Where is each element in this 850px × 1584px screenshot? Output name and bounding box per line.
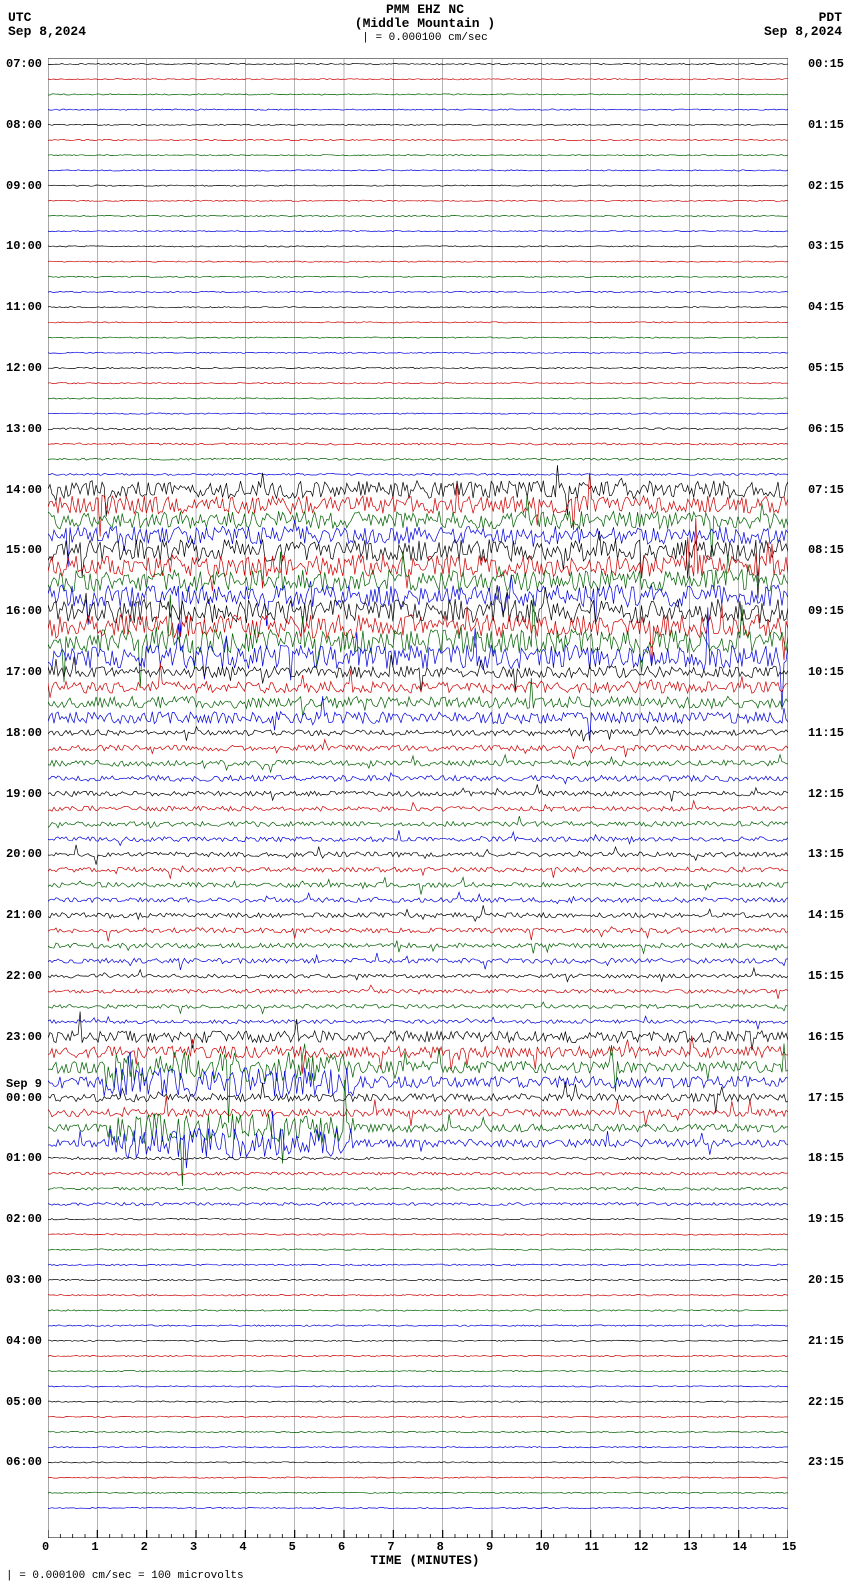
x-axis-label: TIME (MINUTES) [0, 1553, 850, 1568]
seismogram-container: PMM EHZ NC (Middle Mountain ) | = 0.0001… [0, 0, 850, 1584]
x-tick-label: 5 [289, 1540, 296, 1554]
x-tick-label: 6 [338, 1540, 345, 1554]
pdt-hour-label: 17:15 [808, 1091, 844, 1105]
pdt-hour-label: 00:15 [808, 57, 844, 71]
pdt-hour-label: 07:15 [808, 483, 844, 497]
pdt-hour-label: 15:15 [808, 969, 844, 983]
x-tick-label: 10 [535, 1540, 549, 1554]
utc-hour-label: 05:00 [6, 1395, 42, 1409]
utc-hour-label: 16:00 [6, 604, 42, 618]
pdt-hour-label: 03:15 [808, 239, 844, 253]
utc-hour-label: 03:00 [6, 1273, 42, 1287]
utc-hour-label: 21:00 [6, 908, 42, 922]
x-tick-label: 15 [782, 1540, 796, 1554]
pdt-hour-label: 10:15 [808, 665, 844, 679]
timezone-left: UTC [8, 10, 31, 25]
pdt-hour-label: 19:15 [808, 1212, 844, 1226]
utc-hour-label: 11:00 [6, 300, 42, 314]
utc-hour-label: 09:00 [6, 179, 42, 193]
x-tick-label: 3 [190, 1540, 197, 1554]
utc-hour-label: 07:00 [6, 57, 42, 71]
x-tick-label: 7 [387, 1540, 394, 1554]
pdt-hour-label: 08:15 [808, 543, 844, 557]
utc-hour-label: 13:00 [6, 422, 42, 436]
utc-hour-label: 01:00 [6, 1151, 42, 1165]
x-tick-label: 12 [634, 1540, 648, 1554]
pdt-hour-label: 20:15 [808, 1273, 844, 1287]
utc-hour-label: 14:00 [6, 483, 42, 497]
pdt-hour-label: 21:15 [808, 1334, 844, 1348]
pdt-hour-label: 23:15 [808, 1455, 844, 1469]
utc-hour-label: 02:00 [6, 1212, 42, 1226]
utc-hour-label: 19:00 [6, 787, 42, 801]
timezone-right: PDT [819, 10, 842, 25]
pdt-hour-label: 22:15 [808, 1395, 844, 1409]
footer-scale-note: | = 0.000100 cm/sec = 100 microvolts [6, 1570, 244, 1582]
utc-hour-label: 15:00 [6, 543, 42, 557]
utc-hour-label: 12:00 [6, 361, 42, 375]
station-subtitle: (Middle Mountain ) [0, 16, 850, 31]
station-title: PMM EHZ NC [0, 2, 850, 17]
utc-hour-label: 00:00 [6, 1091, 42, 1105]
x-tick-label: 13 [683, 1540, 697, 1554]
x-tick-label: 1 [91, 1540, 98, 1554]
utc-hour-label: 06:00 [6, 1455, 42, 1469]
pdt-hour-label: 04:15 [808, 300, 844, 314]
day-break-label: Sep 9 [6, 1077, 42, 1091]
pdt-hour-label: 11:15 [808, 726, 844, 740]
pdt-hour-label: 12:15 [808, 787, 844, 801]
pdt-hour-label: 18:15 [808, 1151, 844, 1165]
utc-hour-label: 20:00 [6, 847, 42, 861]
utc-hour-label: 17:00 [6, 665, 42, 679]
utc-hour-label: 22:00 [6, 969, 42, 983]
scale-note: | = 0.000100 cm/sec [0, 32, 850, 44]
utc-hour-label: 18:00 [6, 726, 42, 740]
pdt-hour-label: 14:15 [808, 908, 844, 922]
pdt-hour-label: 13:15 [808, 847, 844, 861]
x-tick-label: 4 [239, 1540, 246, 1554]
utc-hour-label: 08:00 [6, 118, 42, 132]
x-tick-label: 14 [733, 1540, 747, 1554]
pdt-hour-label: 06:15 [808, 422, 844, 436]
date-left: Sep 8,2024 [8, 24, 86, 39]
pdt-hour-label: 09:15 [808, 604, 844, 618]
pdt-hour-label: 02:15 [808, 179, 844, 193]
pdt-hour-label: 01:15 [808, 118, 844, 132]
utc-hour-label: 04:00 [6, 1334, 42, 1348]
utc-hour-label: 23:00 [6, 1030, 42, 1044]
x-tick-label: 9 [486, 1540, 493, 1554]
date-right: Sep 8,2024 [764, 24, 842, 39]
x-tick-label: 8 [437, 1540, 444, 1554]
pdt-hour-label: 05:15 [808, 361, 844, 375]
x-tick-label: 0 [42, 1540, 49, 1554]
x-tick-label: 11 [585, 1540, 599, 1554]
x-tick-label: 2 [141, 1540, 148, 1554]
pdt-hour-label: 16:15 [808, 1030, 844, 1044]
seismogram-plot [48, 58, 788, 1538]
utc-hour-label: 10:00 [6, 239, 42, 253]
